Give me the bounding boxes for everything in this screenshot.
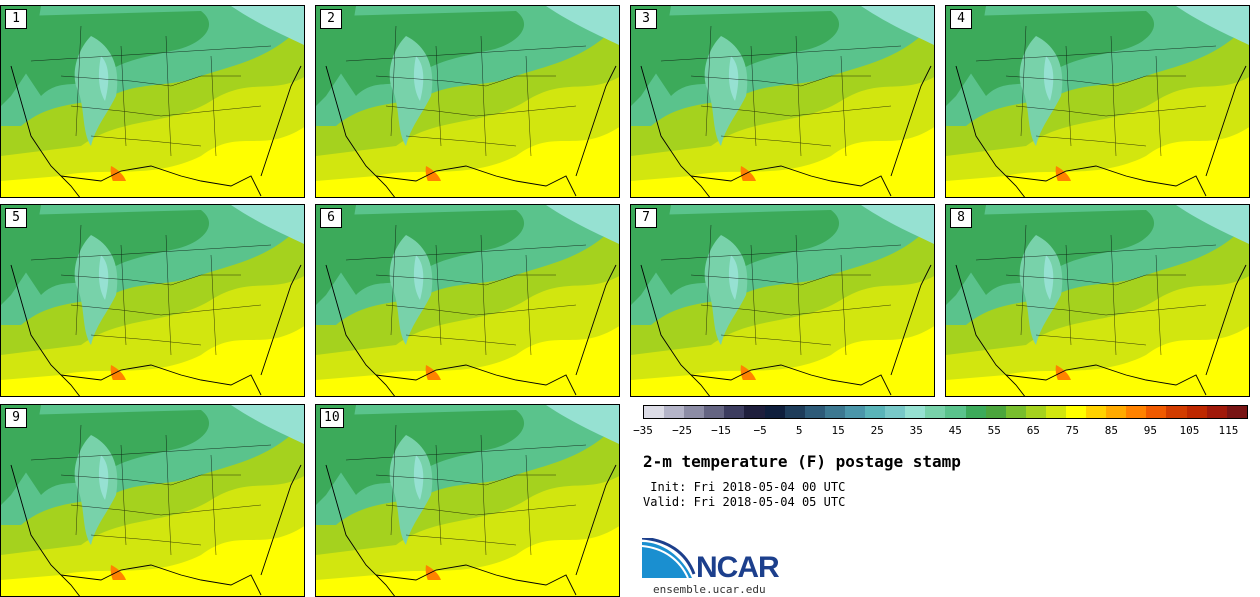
map-panel: 4 <box>945 5 1250 198</box>
colorbar-cell <box>844 406 866 418</box>
colorbar-tick-label: −35 <box>633 424 653 437</box>
colorbar-cell <box>865 406 886 418</box>
colorbar <box>643 405 1248 419</box>
colorbar-cell <box>1065 406 1087 418</box>
temperature-map <box>631 6 935 198</box>
colorbar-cell <box>1106 406 1127 418</box>
map-panel: 7 <box>630 204 935 397</box>
map-panel: 5 <box>0 204 305 397</box>
colorbar-ticks: −35 −25 −15 −5 5 15 25 35 45 55 65 75 85 95 105 115 <box>630 424 1260 440</box>
colorbar-tick-label: 55 <box>987 424 1001 437</box>
colorbar-cell <box>925 406 946 418</box>
colorbar-tick-label: 15 <box>831 424 845 437</box>
colorbar-cell <box>1146 406 1167 418</box>
colorbar-cell <box>1045 406 1066 418</box>
map-panel: 9 <box>0 404 305 597</box>
temperature-map <box>1 205 305 397</box>
panel-number: 9 <box>5 408 27 428</box>
colorbar-cell <box>985 406 1006 418</box>
colorbar-cell <box>744 406 765 418</box>
colorbar-cell <box>764 406 785 418</box>
colorbar-cell <box>684 406 705 418</box>
colorbar-cell <box>885 406 906 418</box>
map-panel: 10 <box>315 404 620 597</box>
colorbar-cell <box>905 406 926 418</box>
map-panel: 2 <box>315 5 620 198</box>
colorbar-cell <box>1166 406 1187 418</box>
colorbar-tick-label: 105 <box>1179 424 1200 437</box>
colorbar-tick-label: −25 <box>672 424 692 437</box>
colorbar-cell <box>945 406 966 418</box>
colorbar-cell <box>644 406 665 418</box>
colorbar-cell <box>1226 406 1247 418</box>
colorbar-cell <box>784 406 805 418</box>
panel-number: 3 <box>635 9 657 29</box>
colorbar-tick-label: 5 <box>795 424 803 437</box>
colorbar-tick-label: 45 <box>948 424 962 437</box>
colorbar-cell <box>804 406 825 418</box>
panel-number: 7 <box>635 208 657 228</box>
colorbar-cell <box>1206 406 1227 418</box>
panel-number: 6 <box>320 208 342 228</box>
colorbar-cell <box>1086 406 1107 418</box>
temperature-map <box>316 405 620 597</box>
init-time: Init: Fri 2018-05-04 00 UTC <box>643 480 846 494</box>
colorbar-cell <box>664 406 685 418</box>
panel-number: 4 <box>950 9 972 29</box>
colorbar-cell <box>824 406 845 418</box>
site-url: ensemble.ucar.edu <box>653 583 766 596</box>
colorbar-tick-label: 35 <box>909 424 923 437</box>
colorbar-tick-label: 95 <box>1143 424 1158 437</box>
valid-time: Valid: Fri 2018-05-04 05 UTC <box>643 495 846 509</box>
temperature-map <box>946 6 1250 198</box>
colorbar-cell <box>724 406 745 418</box>
map-panel: 6 <box>315 204 620 397</box>
colorbar-cell <box>1126 406 1147 418</box>
colorbar-cell <box>1186 406 1207 418</box>
panel-number: 8 <box>950 208 972 228</box>
plot-title: 2-m temperature (F) postage stamp <box>643 452 961 471</box>
map-panel: 3 <box>630 5 935 198</box>
colorbar-tick-label: 85 <box>1104 424 1118 437</box>
panel-number: 1 <box>5 9 27 29</box>
colorbar-tick-label: −5 <box>753 424 767 437</box>
panel-number: 5 <box>5 208 27 228</box>
colorbar-tick-label: −15 <box>711 424 731 437</box>
colorbar-tick-label: 65 <box>1026 424 1040 437</box>
colorbar-cell <box>704 406 725 418</box>
map-panel: 1 <box>0 5 305 198</box>
colorbar-tick-label: 115 <box>1218 424 1239 437</box>
colorbar-cell <box>1025 406 1046 418</box>
panel-number: 10 <box>320 408 344 428</box>
colorbar-tick-label: 25 <box>870 424 884 437</box>
colorbar-cell <box>965 406 986 418</box>
temperature-map <box>316 205 620 397</box>
map-panel: 8 <box>945 204 1250 397</box>
ncar-logo-icon <box>642 538 696 579</box>
temperature-map <box>1 405 305 597</box>
panel-number: 2 <box>320 9 342 29</box>
temperature-map <box>946 205 1250 397</box>
colorbar-tick-label: 75 <box>1065 424 1079 437</box>
temperature-map <box>1 6 305 198</box>
colorbar-cell <box>1005 406 1026 418</box>
temperature-map <box>316 6 620 198</box>
logo-text: NCAR <box>696 551 780 584</box>
temperature-map <box>631 205 935 397</box>
